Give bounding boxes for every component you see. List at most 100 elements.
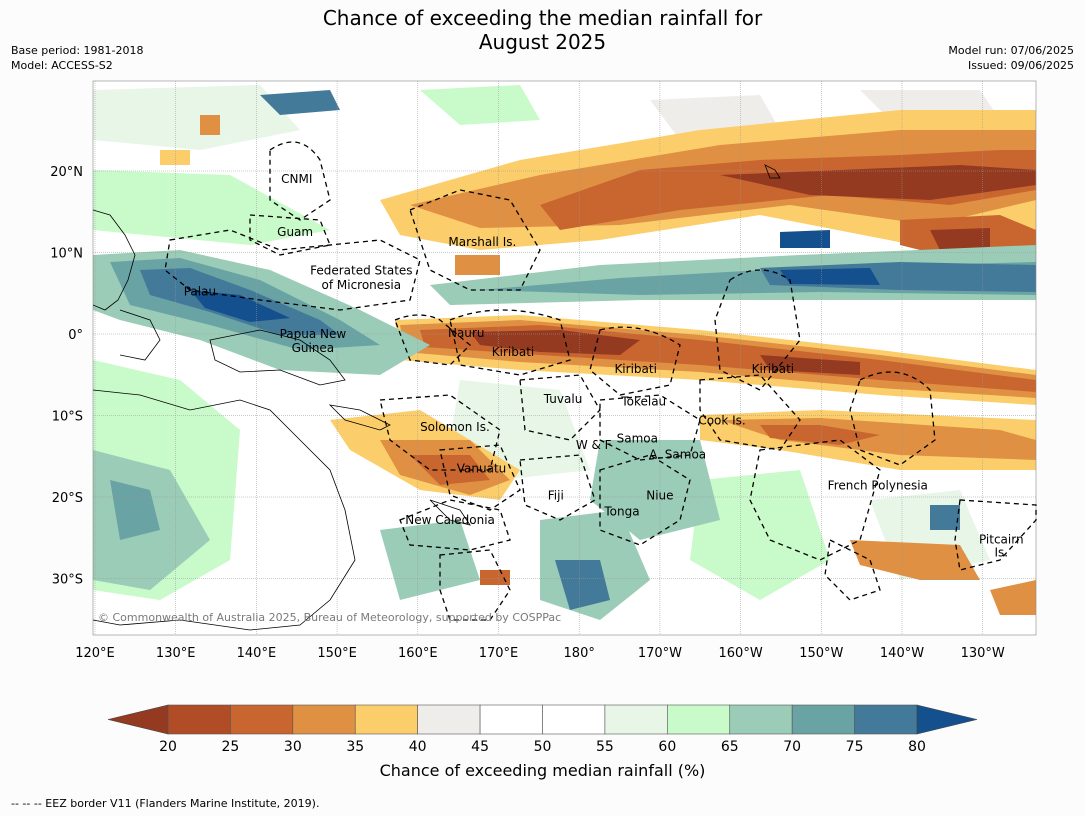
eez-footer-note: -- -- -- EEZ border V11 (Flanders Marine… <box>11 797 320 810</box>
graticule <box>93 81 1036 635</box>
colorbar-tick-label: 55 <box>596 739 614 755</box>
colorbar-segment <box>292 704 356 735</box>
issued-date: Issued: 09/06/2025 <box>967 59 1074 72</box>
latitude-tick-label: 20°S <box>52 491 83 506</box>
colorbar-segment <box>167 704 231 735</box>
colorbar-segment <box>791 704 855 735</box>
region-label: Vanuatu <box>457 461 507 475</box>
longitude-tick-label: 180° <box>564 646 595 661</box>
colorbar-segment <box>604 704 668 735</box>
longitude-tick-label: 170°W <box>638 646 682 661</box>
rainfall-field <box>93 81 1036 635</box>
colorbar-tick-label: 50 <box>534 739 552 755</box>
region-label: Tonga <box>603 505 639 519</box>
region-label: Palau <box>184 285 216 299</box>
colorbar-segment <box>667 704 731 735</box>
title-line-1: Chance of exceeding the median rainfall … <box>322 6 763 30</box>
region-label: Niue <box>646 488 673 502</box>
region-label: Guinea <box>292 341 335 355</box>
longitude-tick-label: 120°E <box>75 646 115 661</box>
region-label: French Polynesia <box>828 479 928 493</box>
colorbar-label: Chance of exceeding median rainfall (%) <box>379 761 706 780</box>
map-frame <box>92 80 1037 636</box>
colorbar-tick-label: 80 <box>908 739 926 755</box>
longitude-tick-label: 140°W <box>880 646 924 661</box>
meta-right: Model run: 07/06/2025 Issued: 09/06/2025 <box>948 43 1074 73</box>
longitude-tick-labels: 120°E 130°E 140°E 150°E 160°E 170°E 180° 170°W 1… <box>75 646 1005 661</box>
colorbar-tick-label: 70 <box>783 739 801 755</box>
latitude-tick-label: 30°S <box>52 573 83 588</box>
model-name: Model: ACCESS-S2 <box>11 59 113 72</box>
region-label: A. Samoa <box>649 448 706 462</box>
region-label: Pitcairn <box>979 532 1024 546</box>
region-label: CNMI <box>281 172 312 186</box>
colorbar-segment <box>479 704 543 735</box>
latitude-tick-label: 10°S <box>52 410 83 425</box>
new-caledonia-coast <box>429 499 471 526</box>
sulawesi-coast <box>119 309 161 361</box>
model-run: Model run: 07/06/2025 <box>948 44 1074 57</box>
eez-borders <box>164 141 1037 621</box>
region-label: Nauru <box>448 326 484 340</box>
region-label: Papua New <box>280 327 347 341</box>
region-label: of Micronesia <box>322 278 402 292</box>
colorbar-segment <box>417 704 481 735</box>
longitude-tick-label: 160°E <box>398 646 438 661</box>
colorbar-low-extension <box>107 704 169 735</box>
longitude-tick-label: 130°W <box>961 646 1005 661</box>
philippines-coast <box>93 209 136 311</box>
region-label: Marshall Is. <box>448 235 516 249</box>
colorbar-tick-label: 35 <box>346 739 364 755</box>
colorbar-tick-label: 60 <box>658 739 676 755</box>
colorbar-segment <box>542 704 606 735</box>
solomon-coast <box>328 404 391 431</box>
region-label: New Caledonia <box>405 513 495 527</box>
colorbar-tick-label: 25 <box>222 739 240 755</box>
longitude-tick-label: 140°E <box>237 646 277 661</box>
region-label: Fiji <box>548 488 564 502</box>
base-period: Base period: 1981-2018 <box>11 44 144 57</box>
region-label: W & F <box>576 438 612 452</box>
region-label: Kiribati <box>492 345 534 359</box>
region-label: Is. <box>994 545 1008 559</box>
colorbar-segment <box>854 704 918 735</box>
colorbar: 20 25 30 35 40 45 50 55 60 65 70 75 80 <box>107 704 978 755</box>
colorbar-tick-label: 40 <box>409 739 427 755</box>
region-label: Solomon Is. <box>420 420 490 434</box>
colorbar-segment <box>230 704 294 735</box>
region-label: Tuvalu <box>543 392 583 406</box>
copyright-text: © Commonwealth of Australia 2025, Bureau… <box>98 611 561 624</box>
latitude-tick-label: 10°N <box>50 247 83 262</box>
longitude-tick-label: 130°E <box>156 646 196 661</box>
colorbar-tick-label: 65 <box>721 739 739 755</box>
longitude-tick-label: 150°E <box>317 646 357 661</box>
region-label: Samoa <box>617 431 658 445</box>
new-guinea-coast <box>209 329 346 386</box>
colorbar-high-extension <box>916 704 978 735</box>
latitude-tick-labels: 20°N 10°N 0° 10°S 20°S 30°S <box>50 165 83 588</box>
longitude-tick-label: 170°E <box>479 646 519 661</box>
meta-left: Base period: 1981-2018 Model: ACCESS-S2 <box>11 43 143 73</box>
longitude-tick-label: 150°W <box>799 646 843 661</box>
latitude-tick-label: 20°N <box>50 165 83 180</box>
region-label: Guam <box>277 225 313 239</box>
longitude-tick-label: 160°W <box>719 646 763 661</box>
region-label: Kiribati <box>752 362 794 376</box>
region-label: Kiribati <box>614 362 656 376</box>
colorbar-segment <box>729 704 793 735</box>
colorbar-tick-label: 30 <box>284 739 302 755</box>
map-title: Chance of exceeding the median rainfall … <box>0 6 1085 54</box>
colorbar-tick-label: 45 <box>471 739 489 755</box>
region-label: Federated States <box>310 263 412 277</box>
region-label: Cook Is. <box>698 413 745 427</box>
colorbar-tick-label: 20 <box>159 739 177 755</box>
hawaii-coast <box>764 164 781 179</box>
colorbar-tick-label: 75 <box>846 739 864 755</box>
australia-coast <box>93 389 356 631</box>
region-label: Tokelau <box>620 395 666 409</box>
latitude-tick-label: 0° <box>68 328 83 343</box>
coastlines <box>93 164 781 631</box>
colorbar-segment <box>354 704 418 735</box>
